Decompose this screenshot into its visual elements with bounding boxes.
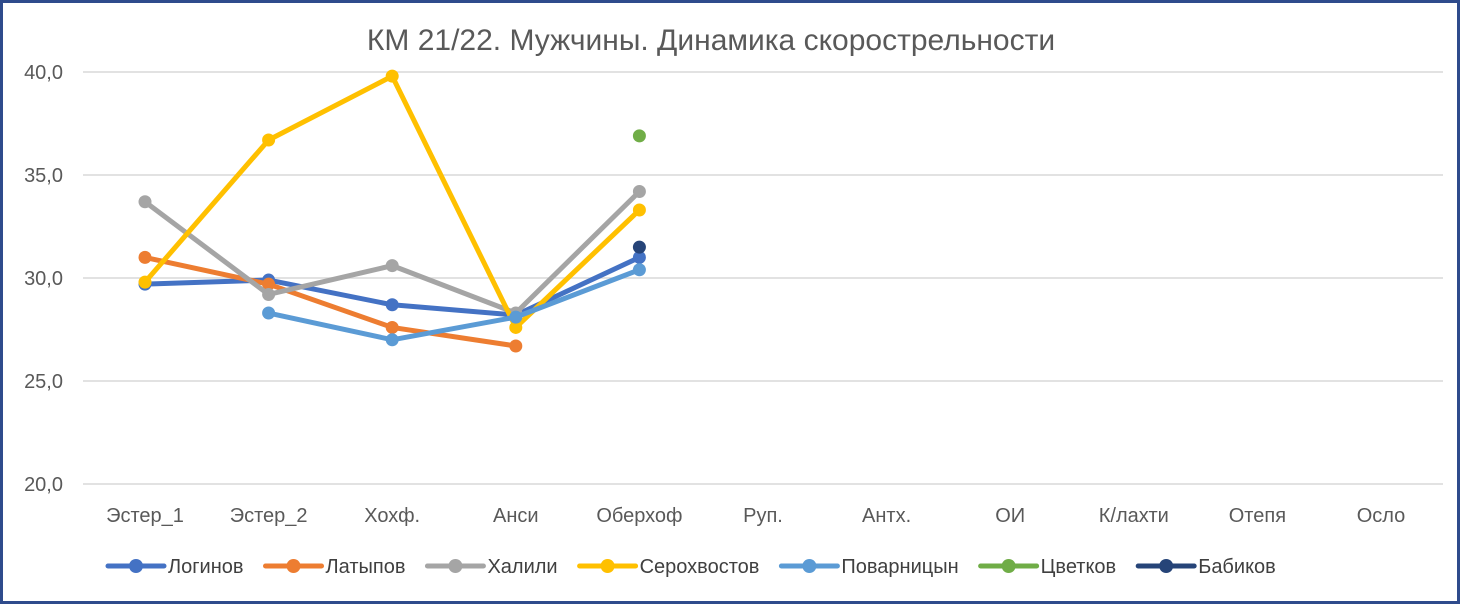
series-layer (138, 69, 646, 353)
y-tick-label: 25,0 (24, 371, 63, 393)
data-point (385, 69, 399, 83)
legend-label: Цветков (1041, 556, 1117, 578)
series-group (632, 129, 646, 143)
x-tick-label: ОИ (995, 505, 1025, 527)
x-tick-label: Отепя (1229, 505, 1286, 527)
data-point (632, 240, 646, 254)
legend-label: Бабиков (1198, 556, 1276, 578)
legend-item: Логинов (105, 556, 244, 578)
data-point (509, 339, 523, 353)
legend-dot-marker (600, 559, 615, 573)
data-point (262, 306, 276, 320)
x-tick-label: Руп. (743, 505, 783, 527)
legend-item: Цветков (978, 556, 1117, 578)
legend-dot-marker (448, 559, 463, 573)
series-group (138, 69, 646, 334)
chart-title: КМ 21/22. Мужчины. Динамика скорострельн… (367, 24, 1055, 57)
legend-label: Серохвостов (640, 556, 760, 578)
x-tick-label: Антх. (862, 505, 911, 527)
data-point (385, 259, 399, 273)
legend-label: Латыпов (326, 556, 406, 578)
y-axis-ticks: 20,0 25,0 30,0 35,0 40,0 (24, 62, 63, 496)
x-tick-label: Анси (493, 505, 539, 527)
y-tick-label: 20,0 (24, 474, 63, 496)
series-group (138, 184, 646, 320)
data-point (632, 263, 646, 277)
x-tick-label: Хохф. (364, 505, 420, 527)
legend-label: Халили (487, 556, 557, 578)
line-chart: КМ 21/22. Мужчины. Динамика скорострельн… (24, 24, 1443, 578)
data-point (632, 184, 646, 198)
x-tick-label: К/лахти (1099, 505, 1169, 527)
x-axis-ticks: Эстер_1 Эстер_2 Хохф. Анси Оберхоф Руп. Антх. О… (106, 505, 1405, 527)
legend-dot-marker (1001, 559, 1016, 573)
series-line (142, 254, 519, 349)
series-line (142, 188, 642, 316)
series-group (138, 250, 523, 353)
legend-label: Поварницын (841, 556, 958, 578)
x-tick-label: Осло (1357, 505, 1406, 527)
legend-dot-marker (1159, 559, 1174, 573)
data-point (632, 129, 646, 143)
grid-layer (83, 71, 1443, 485)
data-point (138, 275, 152, 289)
data-point (385, 333, 399, 347)
data-point (262, 133, 276, 147)
y-tick-label: 30,0 (24, 268, 63, 290)
legend: Логинов Латыпов Халили Серохвостов Поварницы… (105, 556, 1276, 578)
data-point (385, 298, 399, 312)
legend-label: Логинов (168, 556, 244, 578)
data-point (509, 310, 523, 324)
legend-dot-marker (802, 559, 817, 573)
data-point (509, 320, 523, 334)
data-point (138, 195, 152, 209)
series-group (632, 240, 646, 254)
legend-dot-marker (286, 559, 301, 573)
x-tick-label: Оберхоф (596, 505, 682, 527)
data-point (138, 250, 152, 264)
legend-item: Халили (424, 556, 558, 578)
x-tick-label: Эстер_2 (230, 505, 308, 527)
legend-item: Бабиков (1135, 556, 1276, 578)
x-tick-label: Эстер_1 (106, 505, 184, 527)
data-point (262, 287, 276, 301)
data-point (262, 277, 276, 291)
data-point (632, 203, 646, 217)
data-point (632, 250, 646, 264)
legend-dot-marker (129, 559, 143, 573)
y-tick-label: 40,0 (24, 62, 63, 84)
legend-item: Поварницын (778, 556, 959, 578)
series-line (266, 267, 642, 343)
legend-item: Серохвостов (577, 556, 760, 578)
y-tick-label: 35,0 (24, 165, 63, 187)
legend-item: Латыпов (263, 556, 406, 578)
series-group (262, 263, 646, 347)
data-point (385, 320, 399, 334)
